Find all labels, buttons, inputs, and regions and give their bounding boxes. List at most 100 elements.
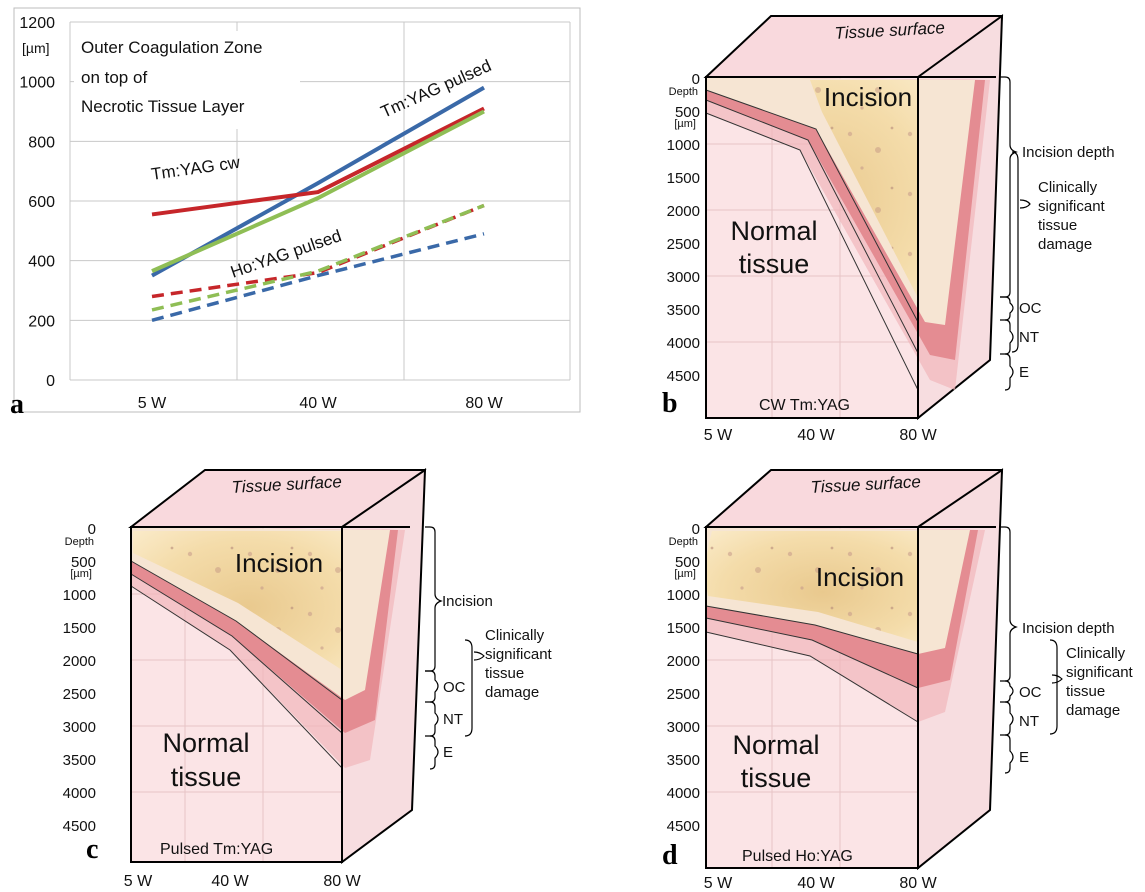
depth-tick-label: 4000: [667, 785, 700, 802]
panel-d-diagram: Tissue surface Incision Normal tissue 05…: [662, 468, 1134, 892]
incision-depth-bracket: [1000, 526, 1018, 682]
depth-unit-label: [µm]: [674, 568, 696, 580]
incision-speckle: [133, 531, 342, 670]
e-bracket: [1000, 734, 1014, 774]
power-label: 80 W: [899, 427, 937, 444]
oc-label: OC: [443, 679, 466, 696]
depth-tick-label: 3500: [63, 752, 96, 769]
power-label: 80 W: [323, 873, 361, 890]
x-tick-labels: 5 W 40 W 80 W: [138, 395, 504, 412]
y-tick-label: 200: [28, 313, 55, 330]
clinical-label-2: significant: [1066, 664, 1134, 681]
depth-tick-label: 3000: [63, 719, 96, 736]
clinical-label-1: Clinically: [1066, 645, 1126, 662]
y-tick-label: 0: [46, 373, 55, 390]
nt-label: NT: [443, 711, 463, 728]
clinical-label-3: tissue: [485, 665, 524, 682]
e-label: E: [443, 744, 453, 761]
incision-depth-bracket: [1000, 76, 1018, 298]
depth-tick-label: 1000: [667, 587, 700, 604]
y-tick-label: 1000: [19, 75, 55, 92]
depth-axis: 0 500 1000 1500 2000 2500 3000 3500 4000 4500 Dept…: [63, 521, 96, 835]
depth-tick-label: 1000: [667, 137, 700, 154]
incision-speckle: [705, 531, 918, 642]
clinical-label-4: damage: [485, 684, 539, 701]
incision-depth-label: Incision depth: [1022, 620, 1115, 637]
layer-boundaries: [705, 89, 919, 391]
layer-boundaries: [705, 605, 919, 723]
normal-tissue-label-1: Normal: [732, 730, 819, 760]
clinical-label-4: damage: [1038, 236, 1092, 253]
nt-bracket: [1000, 319, 1014, 355]
clinical-label-3: tissue: [1066, 683, 1105, 700]
x-tick-label: 80 W: [465, 395, 503, 412]
panel-a-chart: 0 200 400 600 800 1000 1200 5 W 40 W 80 W Outer …: [10, 7, 581, 420]
clinical-label-1: Clinically: [485, 627, 545, 644]
depth-tick-label: 500: [675, 554, 700, 571]
normal-tissue-label-2: tissue: [739, 249, 810, 279]
panel-letter-a: a: [10, 389, 24, 420]
clinical-label-3: tissue: [1038, 217, 1077, 234]
series-line-ho-yag-pulsed: [151, 109, 485, 273]
front-face-outline: [130, 526, 343, 863]
power-label: 80 W: [899, 875, 937, 892]
depth-axis: 0 500 1000 1500 2000 2500 3000 3500 4000 4500 Dept…: [667, 71, 700, 385]
legend-line-3: Necrotic Tissue Layer: [81, 97, 245, 116]
power-label: 40 W: [797, 875, 835, 892]
y-tick-label: 1200: [19, 15, 55, 32]
oc-bracket: [425, 670, 439, 703]
depth-tick-label: 1000: [63, 587, 96, 604]
clinical-label-4: damage: [1066, 702, 1120, 719]
depth-tick-label: 2000: [63, 653, 96, 670]
nt-label: NT: [1019, 329, 1039, 346]
y-tick-label: 800: [28, 134, 55, 151]
depth-tick-label: 0: [692, 71, 700, 88]
legend-box: [74, 31, 300, 129]
panel-caption: Pulsed Ho:YAG: [742, 848, 853, 865]
front-face-outline: [705, 76, 919, 419]
layer-boundaries: [130, 560, 343, 769]
depth-tick-label: 0: [692, 521, 700, 538]
x-tick-label: 5 W: [138, 395, 167, 412]
normal-tissue-label-2: tissue: [171, 762, 242, 792]
depth-tick-label: 3500: [667, 752, 700, 769]
depth-tick-label: 0: [88, 521, 96, 538]
y-tick-labels: 0 200 400 600 800 1000 1200: [19, 15, 55, 390]
depth-tick-label: 4500: [667, 368, 700, 385]
chart-series: [151, 85, 485, 323]
depth-label: Depth: [65, 536, 94, 548]
legend-line-2: on top of: [81, 68, 147, 87]
normal-tissue-label-1: Normal: [162, 728, 249, 758]
e-label: E: [1019, 749, 1029, 766]
series-line-tm-yag-cw: [151, 106, 485, 217]
y-tick-label: 600: [28, 194, 55, 211]
panel-c-diagram: Tissue surface Incision Normal tissue 05…: [63, 468, 553, 890]
depth-axis: 0 500 1000 1500 2000 2500 3000 3500 4000 4500 Dept…: [667, 521, 700, 835]
series-line-dashed: [151, 232, 485, 323]
clinical-damage-bracket: [1011, 151, 1019, 353]
y-tick-label: 400: [28, 254, 55, 271]
incision-speckle: [706, 80, 918, 298]
panel-letter-b: b: [662, 388, 678, 419]
depth-label: Depth: [669, 86, 698, 98]
depth-tick-label: 3500: [667, 302, 700, 319]
depth-tick-label: 4000: [63, 785, 96, 802]
depth-unit-label: [µm]: [70, 568, 92, 580]
legend-line-1: Outer Coagulation Zone: [81, 38, 262, 57]
y-unit-label: [µm]: [22, 40, 50, 56]
series-line-dashed: [151, 203, 485, 312]
nt-label: NT: [1019, 713, 1039, 730]
power-label: 5 W: [124, 873, 153, 890]
e-bracket: [1000, 353, 1014, 391]
power-axis: 5 W 40 W 80 W: [124, 873, 362, 890]
e-bracket: [425, 735, 439, 770]
clinical-damage-tick: [473, 651, 485, 661]
oc-bracket: [1000, 680, 1014, 703]
depth-tick-label: 500: [675, 104, 700, 121]
front-face-outline: [705, 526, 919, 869]
depth-label: Depth: [669, 536, 698, 548]
depth-tick-label: 3000: [667, 719, 700, 736]
power-axis: 5 W 40 W 80 W: [704, 427, 938, 444]
incision-bracket: [425, 526, 443, 672]
